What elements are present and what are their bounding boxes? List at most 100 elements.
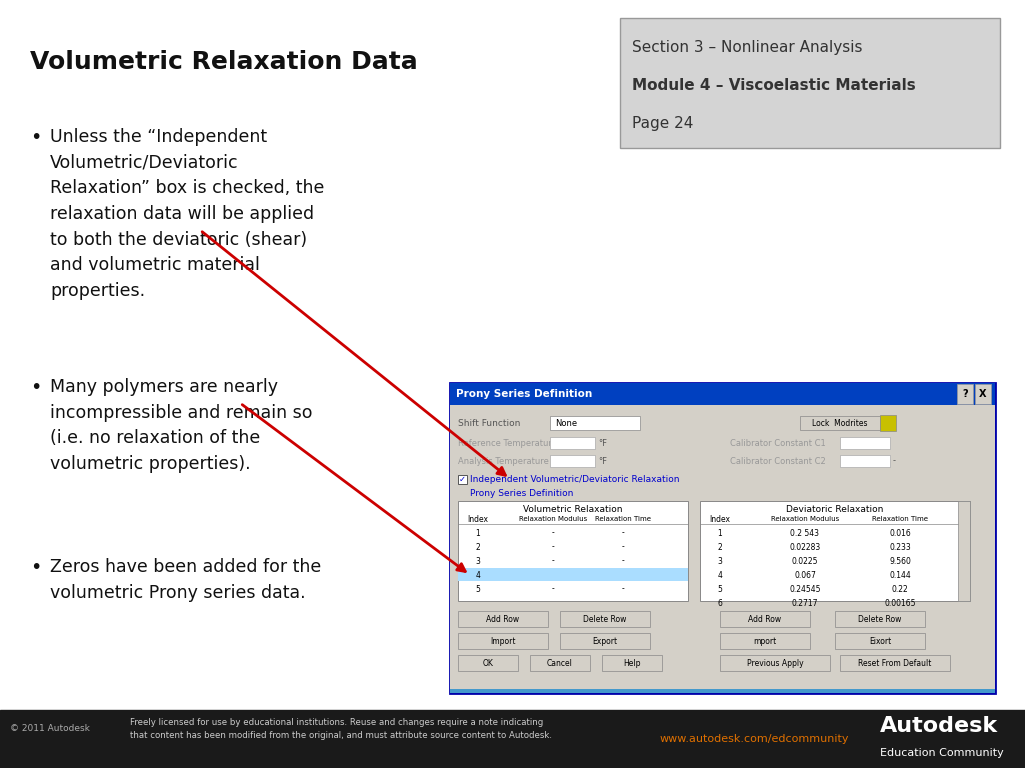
Text: Relaxation Time: Relaxation Time [872,516,928,522]
Text: Import: Import [490,637,516,645]
Bar [800,416,880,430]
Text: 3: 3 [718,557,723,565]
Text: © 2011 Autodesk: © 2011 Autodesk [10,724,90,733]
Bar [560,633,650,649]
Text: 1: 1 [718,528,723,538]
Bar [975,384,991,404]
Text: Reference Temperature: Reference Temperature [458,439,557,448]
Text: Relaxation Modulus: Relaxation Modulus [771,516,839,522]
Bar [458,475,467,484]
Text: Add Row: Add Row [487,614,520,624]
Text: 0.016: 0.016 [889,528,911,538]
Bar [840,455,890,467]
Text: Previous Apply: Previous Apply [746,658,804,667]
Bar [0,710,1025,768]
Text: Analysis Temperature: Analysis Temperature [458,456,548,465]
Bar [958,501,970,601]
Text: None: None [555,419,577,428]
Bar [458,568,688,581]
Bar [620,18,1000,148]
Text: -: - [621,528,624,538]
Text: 4: 4 [718,571,723,580]
Text: Calibrator Constant C1: Calibrator Constant C1 [730,439,826,448]
Text: Page 24: Page 24 [632,116,693,131]
Text: Add Row: Add Row [748,614,781,624]
Text: Index: Index [709,515,731,524]
Text: Help: Help [623,658,641,667]
Text: -: - [621,584,624,594]
Bar [458,611,548,627]
Bar [700,501,970,601]
Text: Export: Export [592,637,617,645]
Text: Cancel: Cancel [547,658,573,667]
Bar [450,383,995,405]
Text: Independent Volumetric/Deviatoric Relaxation: Independent Volumetric/Deviatoric Relaxa… [470,475,680,484]
Bar [840,655,950,671]
Text: -: - [893,456,896,465]
Text: 0.067: 0.067 [794,571,816,580]
Bar [602,655,662,671]
Text: Volumetric Relaxation Data: Volumetric Relaxation Data [30,50,418,74]
Text: 0.144: 0.144 [889,571,911,580]
Text: Delete Row: Delete Row [858,614,902,624]
Text: 5: 5 [476,584,481,594]
Text: www.autodesk.com/edcommunity: www.autodesk.com/edcommunity [660,734,850,744]
Text: 0.2717: 0.2717 [791,598,818,607]
Text: -: - [551,542,555,551]
Bar [720,611,810,627]
Text: Volumetric Relaxation: Volumetric Relaxation [523,505,623,514]
Text: 2: 2 [476,542,481,551]
Text: Prony Series Definition: Prony Series Definition [470,488,573,498]
Text: 3: 3 [476,557,481,565]
Text: Reset From Default: Reset From Default [858,658,932,667]
Text: -: - [551,557,555,565]
Text: 0.00165: 0.00165 [885,598,915,607]
Text: 9.560: 9.560 [889,557,911,565]
Text: OK: OK [483,658,493,667]
Text: 0.0225: 0.0225 [791,557,818,565]
Text: -: - [621,542,624,551]
Text: Prony Series Definition: Prony Series Definition [456,389,592,399]
Bar [880,415,896,431]
Text: •: • [30,558,41,577]
Text: Relaxation Time: Relaxation Time [594,516,651,522]
Text: Freely licensed for use by educational institutions. Reuse and changes require a: Freely licensed for use by educational i… [130,718,552,740]
Text: 0.22: 0.22 [892,584,908,594]
Bar [550,437,594,449]
Bar [550,455,594,467]
Text: Section 3 – Nonlinear Analysis: Section 3 – Nonlinear Analysis [632,40,862,55]
Bar [458,501,688,601]
Bar [458,655,518,671]
Text: 0.2 543: 0.2 543 [790,528,820,538]
Bar [840,437,890,449]
Text: 6: 6 [718,598,723,607]
Text: •: • [30,128,41,147]
Bar [450,689,995,693]
Text: Lock  Modrites: Lock Modrites [812,419,868,428]
Bar [450,383,995,693]
Text: Index: Index [467,515,489,524]
Bar [720,655,830,671]
Text: 5: 5 [718,584,723,594]
Text: 0.233: 0.233 [889,542,911,551]
Bar [835,633,925,649]
Text: °F: °F [598,456,607,465]
Bar [458,633,548,649]
Text: •: • [30,378,41,397]
Text: -: - [621,557,624,565]
Text: 0.24545: 0.24545 [789,584,821,594]
Text: ✓: ✓ [459,475,466,484]
Text: 1: 1 [476,528,481,538]
Text: mport: mport [753,637,777,645]
Text: Deviatoric Relaxation: Deviatoric Relaxation [786,505,884,514]
Text: Zeros have been added for the
volumetric Prony series data.: Zeros have been added for the volumetric… [50,558,321,601]
Bar [450,405,995,693]
Bar [550,416,640,430]
Text: Shift Function: Shift Function [458,419,521,428]
Text: Calibrator Constant C2: Calibrator Constant C2 [730,456,826,465]
Text: 0.02283: 0.02283 [789,542,821,551]
Text: -: - [551,528,555,538]
Text: Eixort: Eixort [869,637,891,645]
Bar [720,633,810,649]
Text: Many polymers are nearly
incompressible and remain so
(i.e. no relaxation of the: Many polymers are nearly incompressible … [50,378,313,473]
